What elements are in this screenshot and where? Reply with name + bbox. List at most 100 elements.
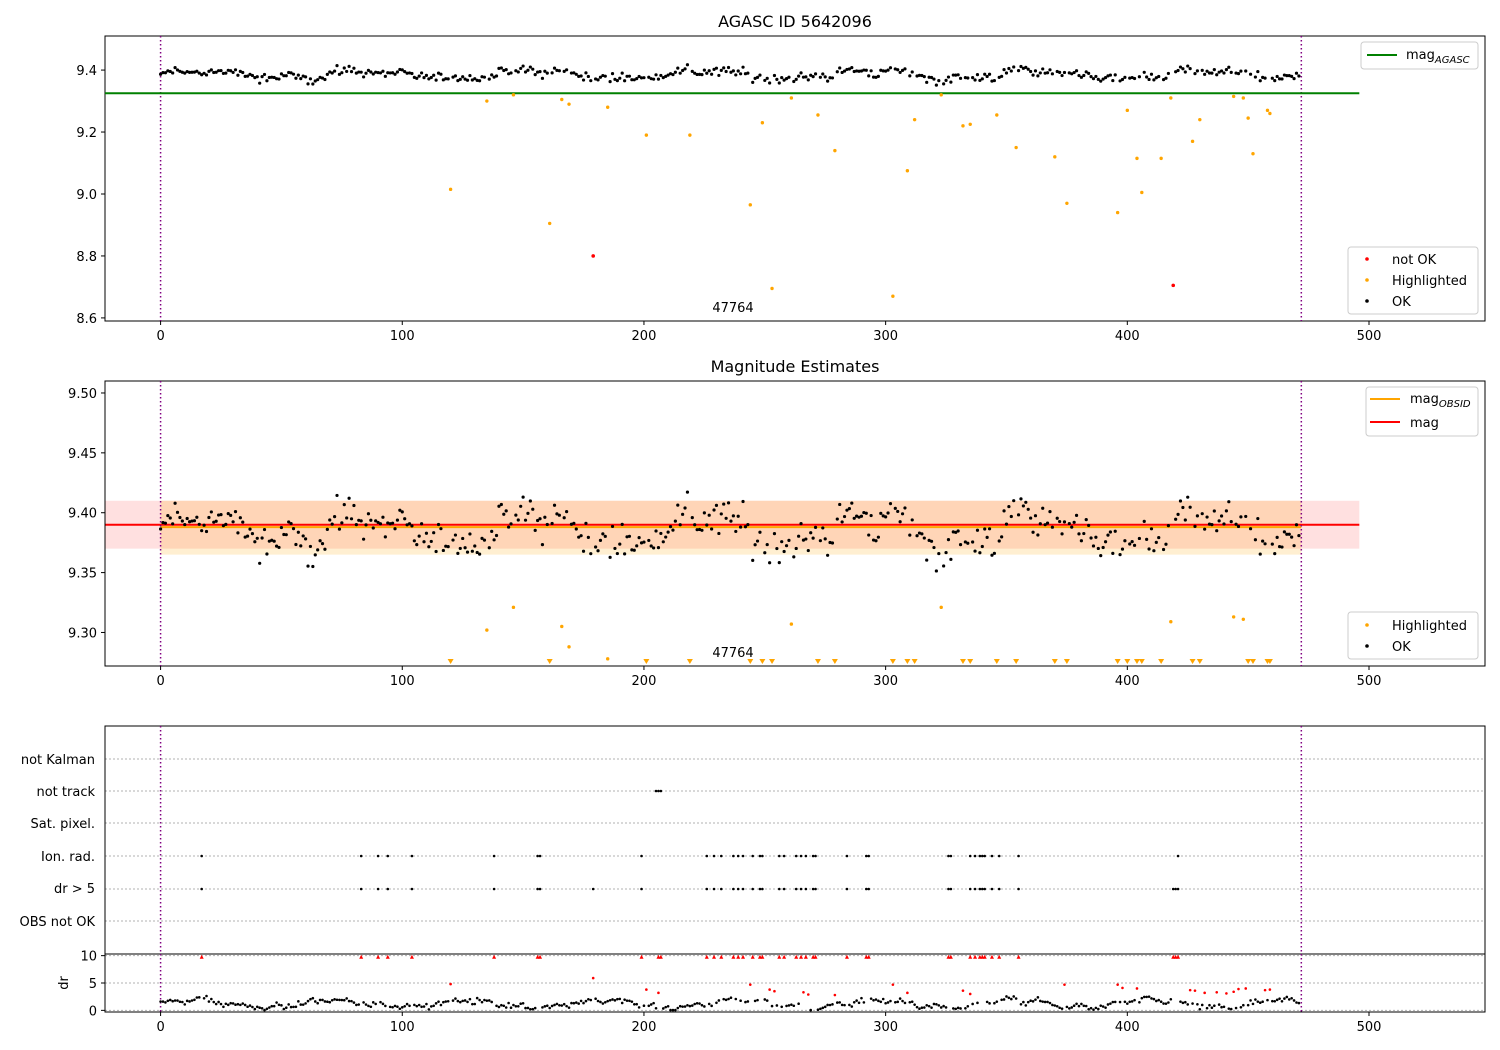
ok-point (787, 75, 791, 79)
ok-point (753, 543, 757, 547)
ok-point (620, 71, 624, 75)
middle-legend-lower: Highlighted OK (1347, 611, 1479, 660)
flag-label-not-track: not track (36, 785, 95, 800)
ok-point (415, 542, 419, 547)
ok-point (1016, 69, 1021, 73)
ok-point (519, 66, 523, 71)
dr-point (533, 1006, 537, 1010)
dr-point (562, 1002, 566, 1006)
flag-point (376, 854, 380, 858)
dr-point (1058, 1006, 1061, 1010)
ok-point (432, 73, 436, 77)
dr-point (231, 1002, 235, 1005)
ok-point (746, 523, 750, 527)
ok-point (842, 69, 847, 73)
dr-point (555, 1002, 559, 1006)
dr-point (422, 1005, 426, 1008)
ok-point (1297, 533, 1301, 538)
dr-axis-label: dr (57, 976, 72, 990)
dr-point (1041, 1000, 1045, 1003)
ok-point (821, 72, 825, 76)
ok-point (1290, 74, 1294, 78)
highlighted-point (968, 122, 972, 126)
dr-point (176, 999, 179, 1002)
legend-label-not-ok: not OK (1392, 253, 1437, 268)
ok-point (533, 528, 537, 532)
dr-point (1072, 1004, 1076, 1008)
dr-point (589, 998, 593, 1002)
highlighted-point (1251, 152, 1255, 156)
x-tick-label: 100 (390, 329, 415, 344)
ok-point (731, 69, 735, 73)
ok-point (386, 521, 390, 525)
dr-point (848, 1003, 851, 1007)
dr-point (637, 1006, 641, 1009)
ok-point (695, 72, 699, 77)
ok-point (659, 73, 663, 78)
ok-point (458, 546, 462, 551)
ok-point (173, 501, 177, 505)
middle-obsid-annotation: 47764 (712, 646, 753, 661)
dr-point (1099, 1004, 1103, 1007)
dr-point (954, 1007, 958, 1011)
ok-point (702, 68, 706, 72)
ok-point (1024, 65, 1028, 69)
dr-point (896, 1000, 900, 1004)
ok-point (784, 77, 789, 81)
dr-point (309, 997, 312, 1001)
ok-point (731, 514, 735, 518)
dr-point (417, 1003, 421, 1007)
dr-point (263, 1008, 266, 1012)
y-tick-label: 5 (89, 977, 97, 992)
ok-point (1215, 529, 1219, 533)
ok-point (755, 75, 760, 80)
ok-point (1077, 73, 1081, 78)
dr-point (548, 1006, 551, 1010)
ok-point (804, 537, 808, 541)
ok-point (649, 77, 653, 81)
off-scale-marker (643, 659, 650, 664)
ok-point (876, 74, 880, 79)
ok-point (973, 549, 977, 553)
dr-point-not-ok (1116, 983, 1119, 986)
dr-point (355, 1003, 358, 1007)
ok-point (1000, 535, 1004, 539)
flag-point (751, 854, 755, 858)
ok-point (204, 73, 209, 77)
off-scale-marker (447, 659, 454, 664)
ok-point (1050, 525, 1054, 529)
ok-point (407, 522, 412, 526)
ok-point (550, 521, 554, 526)
legend-label-highlighted: Highlighted (1392, 274, 1467, 289)
ok-point (436, 522, 441, 527)
ok-point (886, 511, 890, 515)
flag-point (1017, 854, 1020, 858)
highlighted-point (1125, 108, 1130, 113)
ok-point (226, 512, 230, 516)
dr-point-not-ok (1225, 992, 1228, 995)
ok-point (900, 512, 905, 516)
dr-point (579, 999, 583, 1003)
ok-point (306, 564, 310, 568)
dr-point (478, 998, 481, 1002)
dr-point (739, 999, 742, 1003)
ok-point (925, 80, 929, 84)
dr-point (1123, 1000, 1127, 1004)
ok-point (180, 519, 184, 523)
ok-point (158, 527, 163, 531)
dr-point (379, 1000, 382, 1004)
dr-point (524, 1006, 527, 1010)
dr-point (910, 1000, 914, 1004)
off-scale-marker (911, 659, 918, 664)
ok-point (214, 519, 218, 523)
ok-point (265, 79, 269, 83)
ok-point (671, 528, 675, 532)
ok-point (446, 77, 450, 81)
x-tick-label: 0 (156, 1020, 164, 1035)
dr-point (454, 997, 457, 1000)
ok-point (1253, 538, 1258, 542)
top-legend-upper: magAGASC (1360, 41, 1479, 70)
ok-point (405, 523, 409, 527)
ok-point (1256, 69, 1260, 74)
ok-point (1070, 72, 1074, 76)
